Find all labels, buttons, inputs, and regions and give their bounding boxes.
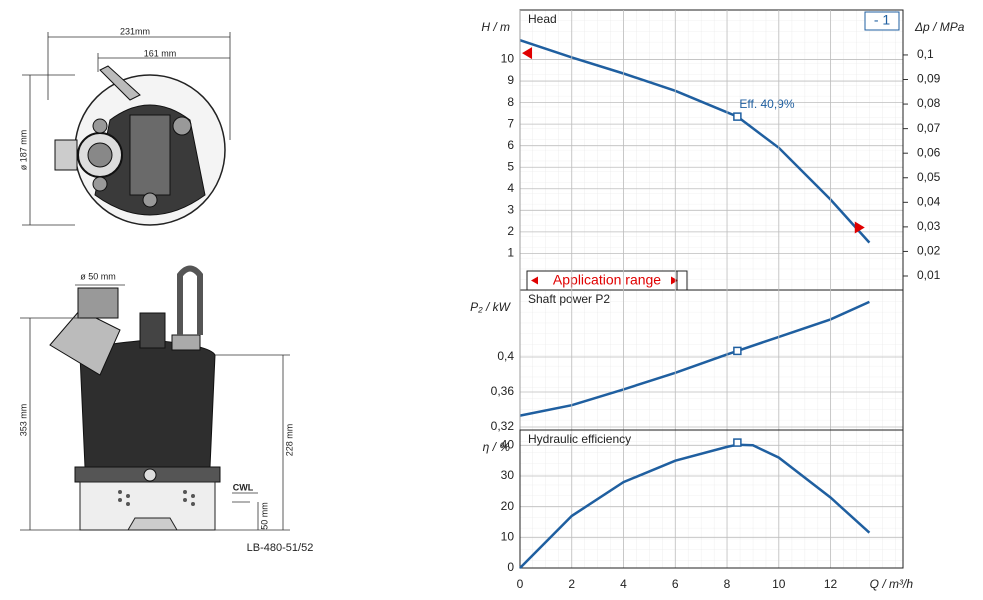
dim-label: ø 50 mm bbox=[80, 271, 116, 281]
dim-label: 50 mm bbox=[259, 502, 269, 530]
range-marker bbox=[522, 47, 532, 60]
drawing-caption: LB-480-51/52 bbox=[247, 542, 314, 554]
y-tick-label: 0,32 bbox=[491, 419, 515, 433]
x-tick-label: 2 bbox=[568, 577, 575, 591]
curve-badge: - 1 bbox=[874, 12, 891, 28]
y-tick-label: 20 bbox=[501, 499, 515, 513]
operating-point bbox=[733, 112, 742, 121]
range-label: Application range bbox=[553, 272, 661, 288]
y2-tick-label: 0,03 bbox=[917, 219, 941, 233]
y2-tick-label: 0,01 bbox=[917, 268, 941, 282]
dim-label: 228 mm bbox=[284, 424, 294, 457]
y-axis-label: η / % bbox=[483, 440, 511, 454]
panel-title: Head bbox=[528, 12, 557, 26]
y-tick-label: 10 bbox=[501, 530, 515, 544]
y-tick-label: 0,4 bbox=[497, 349, 514, 363]
x-tick-label: 12 bbox=[824, 577, 838, 591]
y-tick-label: 40 bbox=[501, 438, 515, 452]
dim-label: 161 mm bbox=[144, 48, 177, 58]
x-tick-label: 0 bbox=[517, 577, 524, 591]
y2-axis-label: Δp / MPa bbox=[914, 20, 965, 34]
y2-tick-label: 0,09 bbox=[917, 72, 941, 86]
y2-tick-label: 0,02 bbox=[917, 244, 941, 258]
y-tick-label: 7 bbox=[507, 116, 514, 130]
dim-label: CWL bbox=[233, 482, 254, 492]
y2-tick-label: 0,04 bbox=[917, 194, 941, 208]
y-axis-label: P₂ / kW bbox=[470, 300, 512, 314]
y-axis-label: H / m bbox=[481, 20, 510, 34]
drawing: 231mm 161 mm ø 187 mm ø 50 mm 353 mm 228… bbox=[18, 26, 313, 554]
point-label: Eff. 40,9% bbox=[739, 97, 794, 111]
x-tick-label: 6 bbox=[672, 577, 679, 591]
y-tick-label: 2 bbox=[507, 224, 514, 238]
y-tick-label: 0 bbox=[507, 560, 514, 574]
x-tick-label: 4 bbox=[620, 577, 627, 591]
y-tick-label: 4 bbox=[507, 181, 514, 195]
operating-point bbox=[733, 346, 742, 356]
y-tick-label: 8 bbox=[507, 95, 514, 109]
range-marker bbox=[854, 221, 865, 234]
y2-tick-label: 0,07 bbox=[917, 121, 941, 135]
y-tick-label: 1 bbox=[507, 246, 514, 260]
x-tick-label: 8 bbox=[724, 577, 731, 591]
y-tick-label: 6 bbox=[507, 138, 514, 152]
dim-label: ø 187 mm bbox=[18, 130, 28, 171]
charts: 123456789100,010,020,030,040,050,060,070… bbox=[470, 9, 965, 591]
panel-frame bbox=[519, 429, 904, 569]
y-tick-label: 5 bbox=[507, 159, 514, 173]
dim-label: 231mm bbox=[120, 26, 150, 36]
y2-tick-label: 0,06 bbox=[917, 145, 941, 159]
y-tick-label: 9 bbox=[507, 73, 514, 87]
curve-badge-box bbox=[864, 11, 900, 31]
y2-tick-label: 0,1 bbox=[917, 47, 934, 61]
panel-title: Shaft power P2 bbox=[528, 292, 610, 306]
y-tick-label: 0,36 bbox=[491, 384, 515, 398]
panel-title: Hydraulic efficiency bbox=[528, 432, 631, 446]
operating-point bbox=[733, 438, 742, 447]
y-tick-label: 10 bbox=[501, 52, 515, 66]
y2-tick-label: 0,05 bbox=[917, 170, 941, 184]
y-tick-label: 3 bbox=[507, 202, 514, 216]
curve bbox=[519, 443, 871, 569]
x-axis-label: Q / m³/h bbox=[870, 577, 914, 591]
x-tick-label: 10 bbox=[772, 577, 786, 591]
y2-tick-label: 0,08 bbox=[917, 96, 941, 110]
dim-label: 353 mm bbox=[18, 404, 28, 437]
y-tick-label: 30 bbox=[501, 468, 515, 482]
